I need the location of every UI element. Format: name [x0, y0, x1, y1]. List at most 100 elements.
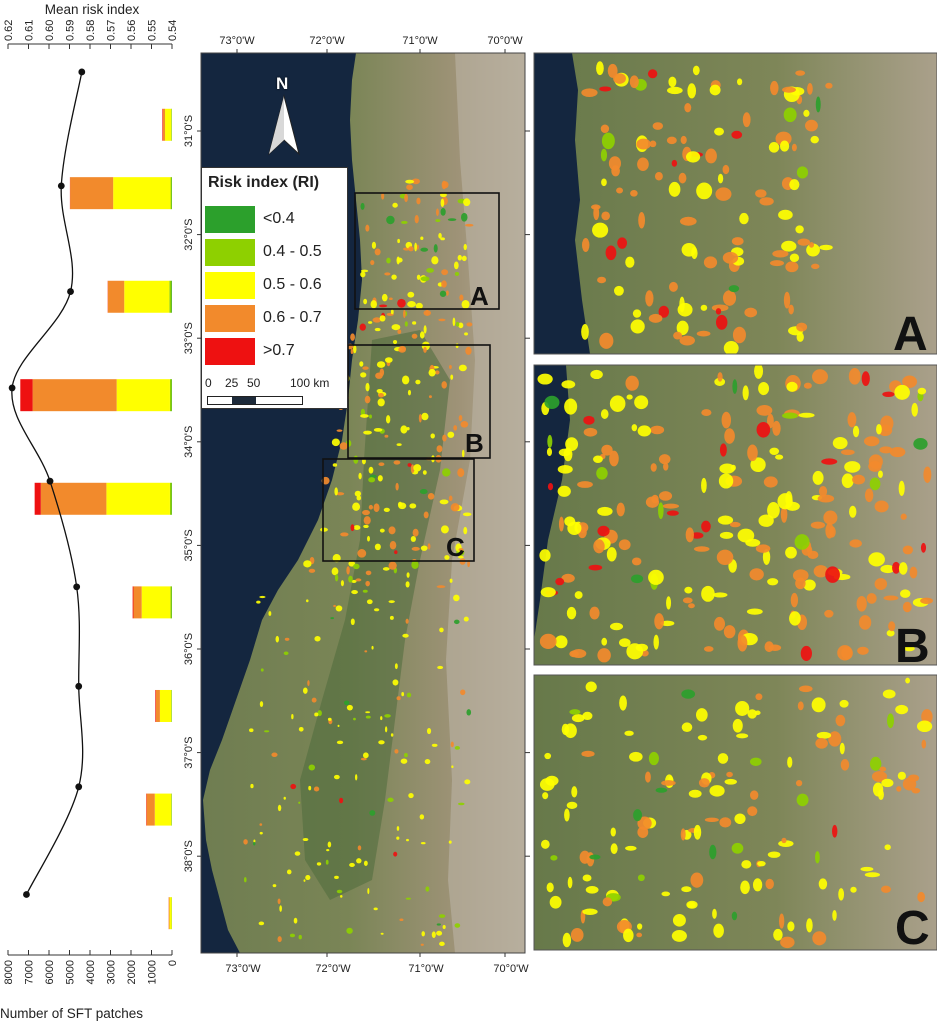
risk-patch	[420, 247, 429, 252]
bar-segment	[169, 280, 172, 313]
risk-patch	[767, 578, 779, 586]
risk-patch	[747, 444, 758, 462]
risk-patch	[454, 746, 460, 750]
risk-patch	[365, 224, 370, 232]
legend-title: Risk index (RI)	[208, 174, 320, 191]
mean-risk-point	[67, 288, 74, 295]
mean-risk-point	[8, 384, 16, 392]
risk-patch	[816, 731, 832, 739]
risk-patch	[423, 325, 427, 334]
inset-panel-a-label: A	[893, 308, 928, 361]
risk-patch	[425, 886, 430, 892]
risk-patch	[913, 438, 928, 450]
risk-patch	[346, 704, 353, 711]
risk-patch	[711, 304, 729, 312]
risk-patch	[700, 304, 708, 311]
risk-patch	[404, 752, 408, 758]
risk-patch	[410, 536, 416, 542]
risk-patch	[365, 580, 370, 587]
risk-patch	[390, 733, 394, 737]
risk-patch	[397, 238, 401, 244]
latitude-label: 35°0'S	[183, 529, 195, 561]
risk-patch	[715, 314, 728, 330]
risk-patch	[895, 704, 909, 715]
risk-patch	[388, 297, 393, 301]
risk-patch	[781, 837, 787, 844]
risk-patch	[825, 82, 833, 89]
risk-patch	[566, 606, 577, 620]
risk-patch	[308, 764, 316, 771]
risk-patch	[293, 917, 298, 924]
risk-patch	[325, 859, 329, 865]
risk-patch	[684, 102, 692, 113]
risk-patch	[375, 372, 383, 379]
risk-patch	[844, 461, 861, 473]
risk-patch	[719, 531, 734, 539]
inset-panel-b: B	[533, 364, 937, 673]
risk-patch	[818, 878, 828, 890]
scale-tick: 100 km	[290, 376, 330, 390]
risk-patch	[650, 463, 657, 472]
risk-patch	[384, 272, 391, 276]
risk-patch	[582, 874, 592, 882]
risk-patch	[884, 844, 891, 851]
risk-patch	[378, 740, 385, 745]
risk-patch	[721, 411, 732, 429]
bar-segment	[113, 177, 171, 210]
risk-patch	[365, 570, 372, 576]
risk-patch	[731, 842, 744, 854]
risk-patch	[391, 274, 397, 280]
risk-patch	[463, 243, 467, 251]
risk-patch	[583, 427, 598, 437]
risk-patch	[566, 801, 578, 809]
risk-patch	[795, 70, 806, 76]
risk-patches	[243, 178, 474, 947]
risk-patch	[682, 597, 693, 604]
risk-patch	[374, 543, 381, 551]
risk-patch	[894, 384, 910, 400]
risk-patch	[869, 477, 881, 491]
risk-patch	[668, 76, 677, 88]
risk-patch	[825, 566, 840, 583]
legend-label: >0.7	[263, 342, 295, 359]
risk-patch	[379, 528, 385, 533]
risk-patch	[444, 555, 450, 560]
mean-risk-point	[23, 891, 30, 898]
risk-patch	[709, 84, 721, 96]
risk-patch	[360, 414, 369, 418]
risk-patch	[360, 202, 365, 210]
risk-patch	[687, 83, 697, 99]
risk-patch	[663, 462, 669, 471]
inset-box-c-label: C	[446, 532, 465, 562]
risk-patch	[268, 611, 272, 616]
risk-patch	[544, 395, 560, 409]
risk-patch	[384, 714, 391, 718]
risk-patch	[418, 413, 422, 423]
risk-patch	[638, 211, 646, 229]
risk-patch	[703, 646, 714, 652]
risk-patch	[772, 250, 789, 258]
risk-patch	[427, 543, 431, 550]
risk-patch	[395, 482, 399, 491]
risk-patch	[416, 197, 421, 205]
risk-patch	[596, 466, 608, 480]
risk-patch	[308, 568, 316, 573]
risk-patch	[849, 505, 857, 518]
risk-patch	[812, 931, 827, 946]
risk-patch	[886, 629, 895, 637]
risk-patch	[756, 405, 773, 416]
risk-patch	[336, 889, 343, 894]
risk-patch	[283, 651, 289, 656]
risk-patch	[610, 843, 618, 855]
risk-patch	[419, 489, 428, 495]
risk-patch	[722, 164, 730, 175]
risk-patch	[360, 757, 367, 761]
risk-patch	[789, 611, 801, 626]
risk-patch	[365, 382, 370, 392]
legend-swatch	[205, 272, 255, 299]
risk-patch	[279, 905, 282, 912]
risk-patch	[877, 470, 883, 478]
risk-patch	[654, 613, 664, 630]
risk-patch	[896, 786, 902, 792]
risk-patch	[373, 427, 383, 432]
